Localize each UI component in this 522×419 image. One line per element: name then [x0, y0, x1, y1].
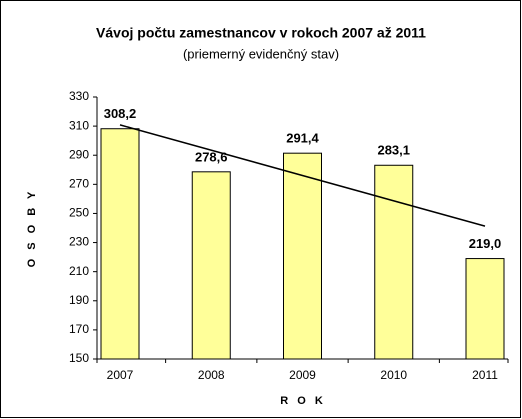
- value-label: 219,0: [469, 236, 502, 251]
- y-tick-label: 170: [69, 322, 89, 336]
- y-tick-label: 210: [69, 264, 89, 278]
- x-tick-label: 2007: [107, 368, 134, 382]
- bar: [191, 171, 231, 360]
- y-tick-label: 330: [69, 89, 89, 103]
- value-label: 278,6: [195, 149, 228, 164]
- x-tick-label: 2009: [289, 368, 316, 382]
- bar: [374, 164, 414, 360]
- y-tick-label: 290: [69, 147, 89, 161]
- y-tick-label: 190: [69, 293, 89, 307]
- y-tick-label: 230: [69, 235, 89, 249]
- x-tick-label: 2011: [472, 368, 498, 382]
- value-label: 283,1: [377, 143, 410, 158]
- y-axis-title: O S O B Y: [26, 189, 38, 268]
- bar: [465, 258, 505, 360]
- y-tick-label: 150: [69, 351, 89, 365]
- trendline: [119, 124, 486, 227]
- chart-title: Vávoj počtu zamestnancov v rokoch 2007 a…: [96, 25, 426, 41]
- x-tick-label: 2010: [380, 368, 407, 382]
- value-label: 308,2: [104, 106, 137, 121]
- y-tick-label: 270: [69, 177, 89, 191]
- x-tick-label: 2008: [198, 368, 225, 382]
- bar: [100, 128, 140, 360]
- x-axis-title: R O K: [280, 395, 326, 407]
- bar: [283, 152, 322, 360]
- y-tick-label: 310: [69, 118, 89, 132]
- chart-subtitle: (priemerný evidenčný stav): [183, 46, 339, 61]
- y-tick-label: 250: [69, 206, 89, 220]
- value-label: 291,4: [286, 131, 319, 146]
